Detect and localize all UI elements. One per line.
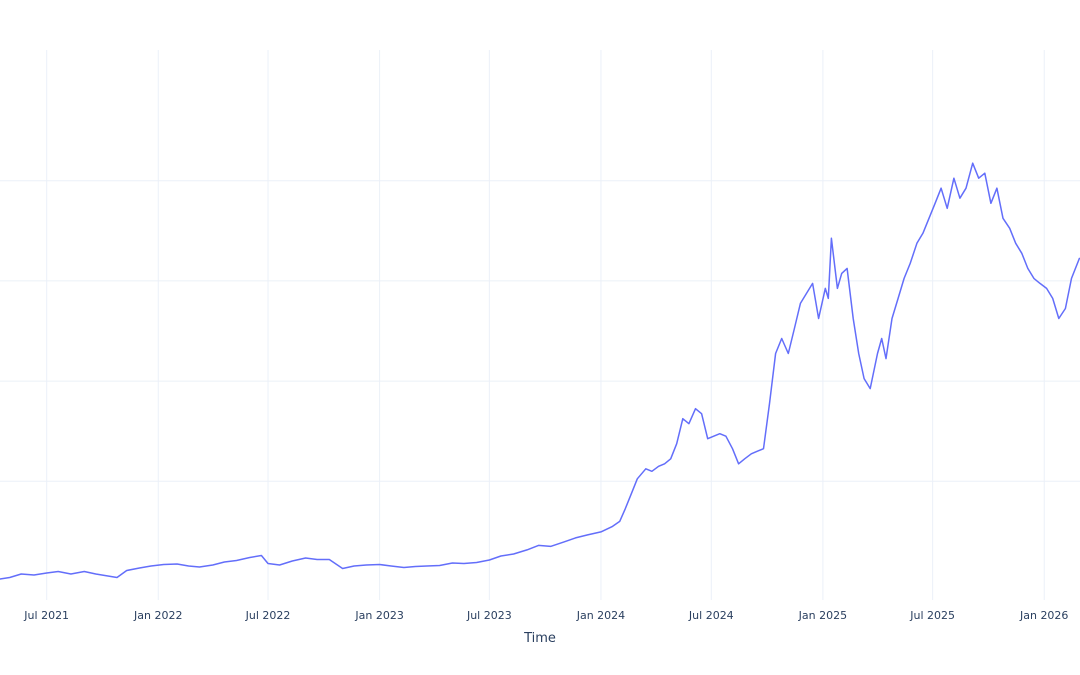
gridlines <box>0 50 1080 600</box>
x-tick-label-6: Jul 2024 <box>688 609 734 622</box>
x-axis-title: Time <box>523 631 556 646</box>
x-tick-label-9: Jan 2026 <box>1019 609 1068 622</box>
series-layer <box>0 162 1080 580</box>
x-tick-label-0: Jul 2021 <box>23 609 69 622</box>
x-tick-label-3: Jan 2023 <box>354 609 403 622</box>
x-tick-label-1: Jan 2022 <box>133 609 182 622</box>
x-tick-label-5: Jan 2024 <box>576 609 625 622</box>
x-tick-label-4: Jul 2023 <box>466 609 512 622</box>
x-tick-label-7: Jan 2025 <box>798 609 847 622</box>
x-tick-label-8: Jul 2025 <box>909 609 955 622</box>
x-axis-ticks: Jul 2021 Jan 2022 Jul 2022 Jan 2023 Jul 2023… <box>23 609 1068 622</box>
x-tick-label-2: Jul 2022 <box>245 609 291 622</box>
series-line-0 <box>0 162 1080 580</box>
